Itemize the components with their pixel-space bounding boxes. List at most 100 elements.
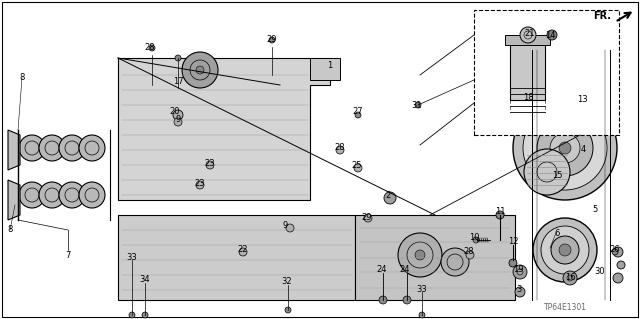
- Circle shape: [415, 250, 425, 260]
- Circle shape: [182, 52, 218, 88]
- Circle shape: [379, 296, 387, 304]
- Circle shape: [419, 312, 425, 318]
- Polygon shape: [118, 58, 330, 200]
- Text: 8: 8: [19, 73, 25, 83]
- Circle shape: [336, 146, 344, 154]
- Circle shape: [175, 55, 181, 61]
- Text: 30: 30: [595, 268, 605, 277]
- Text: 11: 11: [495, 207, 505, 217]
- Circle shape: [441, 248, 469, 276]
- Text: 26: 26: [610, 246, 620, 255]
- Circle shape: [173, 110, 183, 120]
- Circle shape: [612, 249, 618, 255]
- Polygon shape: [505, 35, 550, 45]
- Text: 12: 12: [508, 238, 518, 247]
- Text: 28: 28: [335, 144, 346, 152]
- Text: 6: 6: [554, 228, 560, 238]
- Circle shape: [196, 181, 204, 189]
- Text: 10: 10: [468, 233, 479, 241]
- Text: 21: 21: [525, 28, 535, 38]
- Text: 3: 3: [516, 286, 522, 294]
- Circle shape: [59, 182, 85, 208]
- Text: 18: 18: [523, 93, 533, 101]
- Text: 24: 24: [377, 265, 387, 275]
- Circle shape: [509, 259, 517, 267]
- Text: 23: 23: [205, 159, 215, 167]
- Circle shape: [547, 30, 557, 40]
- Text: 28: 28: [145, 42, 156, 51]
- Circle shape: [19, 135, 45, 161]
- Circle shape: [19, 182, 45, 208]
- Circle shape: [559, 142, 571, 154]
- Circle shape: [523, 106, 607, 190]
- Text: 9: 9: [282, 220, 287, 229]
- Circle shape: [59, 135, 85, 161]
- Circle shape: [364, 214, 372, 222]
- Text: 19: 19: [513, 265, 524, 275]
- Circle shape: [541, 226, 589, 274]
- Circle shape: [473, 237, 479, 243]
- Polygon shape: [8, 180, 20, 220]
- Text: 22: 22: [237, 246, 248, 255]
- Circle shape: [496, 211, 504, 219]
- Circle shape: [79, 182, 105, 208]
- Circle shape: [384, 192, 396, 204]
- Circle shape: [174, 118, 182, 126]
- Text: 17: 17: [173, 78, 183, 86]
- Text: 32: 32: [282, 278, 292, 286]
- Circle shape: [537, 120, 593, 176]
- Text: 5: 5: [593, 205, 598, 214]
- Circle shape: [398, 233, 442, 277]
- Circle shape: [206, 161, 214, 169]
- Circle shape: [286, 224, 294, 232]
- Polygon shape: [510, 42, 545, 100]
- Text: 4: 4: [580, 145, 586, 154]
- Circle shape: [79, 135, 105, 161]
- Circle shape: [515, 287, 525, 297]
- Circle shape: [354, 164, 362, 172]
- Text: 25: 25: [352, 160, 362, 169]
- Text: TP64E1301: TP64E1301: [543, 303, 586, 313]
- Text: 31: 31: [412, 100, 422, 109]
- Polygon shape: [310, 58, 340, 80]
- Circle shape: [513, 265, 527, 279]
- Circle shape: [613, 273, 623, 283]
- Circle shape: [196, 66, 204, 74]
- Text: 9: 9: [175, 115, 180, 124]
- Circle shape: [129, 312, 135, 318]
- Circle shape: [613, 247, 623, 257]
- Circle shape: [403, 296, 411, 304]
- Text: 29: 29: [267, 35, 277, 44]
- Circle shape: [550, 133, 580, 163]
- Text: 33: 33: [417, 286, 428, 294]
- Circle shape: [533, 218, 597, 282]
- Circle shape: [39, 182, 65, 208]
- Text: 14: 14: [545, 31, 556, 40]
- Polygon shape: [118, 215, 355, 300]
- Text: 15: 15: [552, 170, 563, 180]
- Text: 1: 1: [328, 61, 333, 70]
- Text: 8: 8: [7, 226, 13, 234]
- Circle shape: [355, 112, 361, 118]
- Circle shape: [559, 244, 571, 256]
- Circle shape: [513, 96, 617, 200]
- Circle shape: [285, 307, 291, 313]
- Circle shape: [551, 236, 579, 264]
- Circle shape: [617, 261, 625, 269]
- Text: 2: 2: [385, 190, 390, 199]
- Text: 24: 24: [400, 265, 410, 275]
- Circle shape: [563, 271, 577, 285]
- Circle shape: [239, 248, 247, 256]
- Circle shape: [142, 312, 148, 318]
- Text: 28: 28: [464, 248, 474, 256]
- Text: 27: 27: [353, 108, 364, 116]
- Circle shape: [39, 135, 65, 161]
- Text: 13: 13: [577, 95, 588, 105]
- Circle shape: [466, 251, 474, 259]
- Text: 16: 16: [564, 272, 575, 281]
- Polygon shape: [355, 215, 515, 300]
- Polygon shape: [8, 130, 20, 170]
- Text: 20: 20: [170, 108, 180, 116]
- Circle shape: [520, 27, 536, 43]
- Circle shape: [524, 149, 570, 195]
